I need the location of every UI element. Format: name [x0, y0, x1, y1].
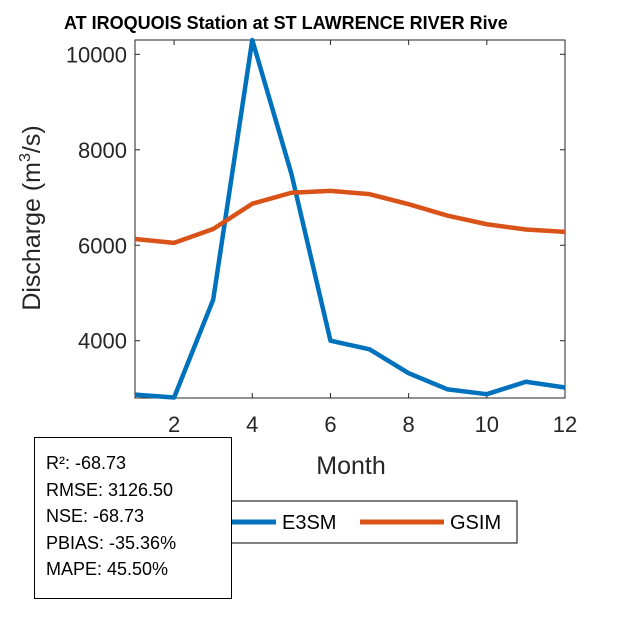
plot-background — [135, 40, 565, 398]
axis-ticks: 2 4 6 8 10 12 4000 6000 8000 10000 — [66, 40, 577, 437]
x-tick-label: 10 — [475, 412, 499, 437]
x-tick-label: 2 — [168, 412, 180, 437]
stat-r2: R²: -68.73 — [46, 453, 127, 473]
y-tick-label: 10000 — [66, 42, 127, 67]
legend-label-gsim: GSIM — [450, 512, 501, 534]
plot-frame — [134, 39, 566, 399]
plot-area — [134, 39, 566, 399]
series-lines — [134, 37, 566, 400]
y-tick-label: 4000 — [78, 329, 127, 354]
stat-nse: NSE: -68.73 — [46, 506, 145, 526]
x-axis-label: Month — [316, 452, 385, 480]
y-axis-label: Discharge (m3/s) — [17, 125, 46, 310]
x-tick-label: 6 — [324, 412, 336, 437]
x-tick-label: 4 — [246, 412, 258, 437]
x-tick-label: 8 — [403, 412, 415, 437]
series-line-e3sm — [134, 37, 566, 400]
legend-label-e3sm: E3SM — [282, 512, 336, 534]
stat-rmse: RMSE: 3126.50 — [46, 479, 174, 500]
stats-box: R²: -68.73 RMSE: 3126.50 NSE: -68.73 PBI… — [34, 437, 232, 599]
chart-title: AT IROQUOIS Station at ST LAWRENCE RIVER… — [64, 13, 508, 33]
y-tick-label: 6000 — [78, 233, 127, 258]
legend: E3SM GSIM — [215, 500, 518, 544]
series-line-gsim — [134, 188, 566, 246]
stat-mape: MAPE: 45.50% — [46, 559, 169, 579]
stat-pbias: PBIAS: -35.36% — [46, 532, 177, 553]
y-tick-label: 8000 — [78, 138, 127, 163]
x-tick-label: 12 — [553, 412, 577, 437]
